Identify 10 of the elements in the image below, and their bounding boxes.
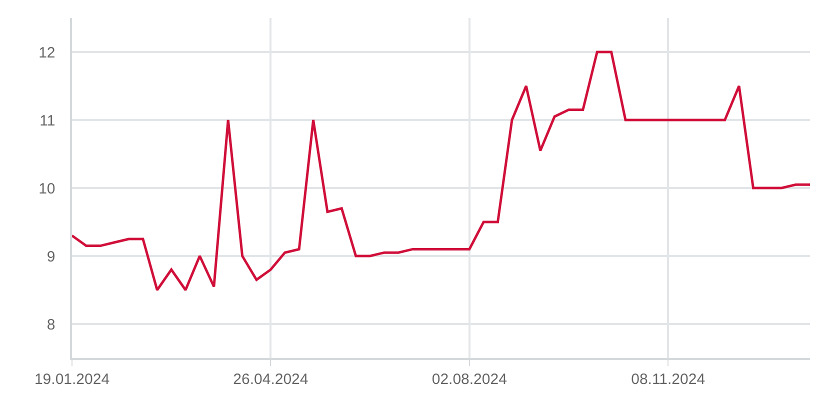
x-tick-label: 02.08.2024 [432,370,507,388]
y-tick-label: 12 [38,44,56,62]
x-tick-label: 08.11.2024 [631,370,706,388]
x-tick-label: 26.04.2024 [233,370,308,388]
y-tick-label: 10 [38,180,56,198]
y-tick-label: 9 [46,248,56,266]
y-tick-label: 8 [46,316,56,334]
line-series [72,50,810,292]
x-tick-label: 19.01.2024 [34,370,110,388]
y-tick-label: 11 [40,112,56,130]
